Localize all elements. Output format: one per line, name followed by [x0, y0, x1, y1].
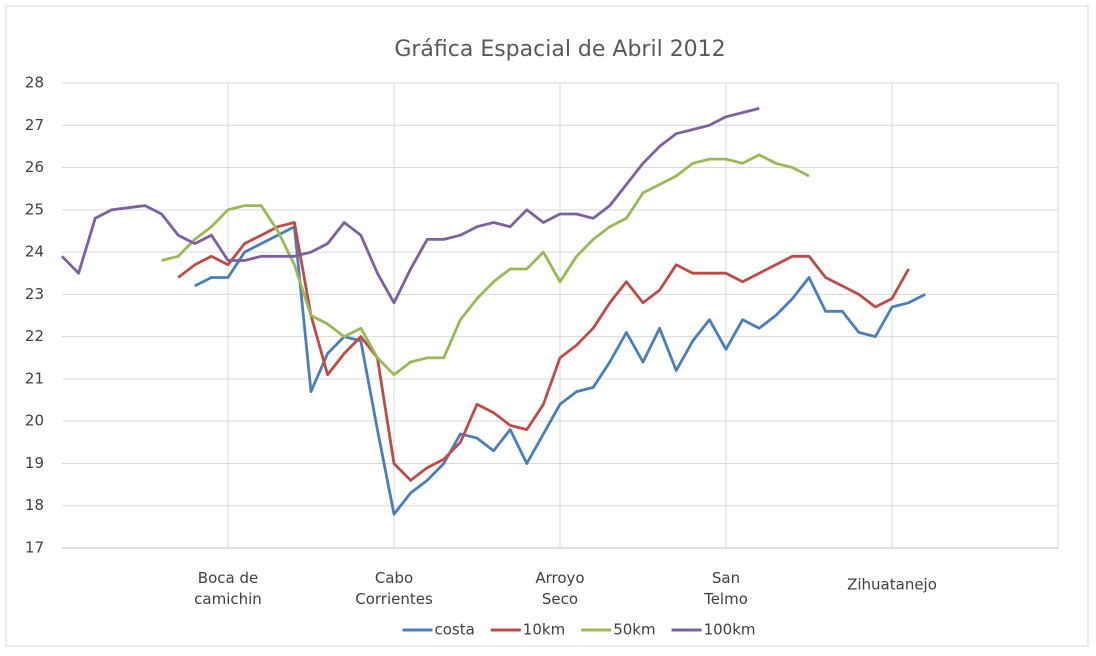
y-tick-label: 20 — [25, 412, 44, 430]
y-tick-label: 27 — [25, 116, 44, 134]
legend-label: 10km — [523, 621, 565, 639]
y-tick-label: 21 — [25, 369, 44, 387]
y-tick-label: 28 — [25, 74, 44, 92]
x-tick-label: San Telmo — [703, 569, 748, 608]
line-series — [61, 107, 760, 305]
legend-label: 100km — [704, 621, 756, 639]
x-tick-label: Cabo Corrientes — [355, 569, 433, 608]
legend-label: costa — [434, 621, 474, 639]
y-tick-label: 19 — [25, 454, 44, 472]
y-tick-label: 18 — [25, 496, 44, 514]
y-tick-label: 22 — [25, 327, 44, 345]
x-tick-label: Zihuatanejo — [847, 576, 937, 594]
x-tick-label: Arroyo Seco — [535, 569, 584, 608]
legend-label: 50km — [613, 621, 655, 639]
chart-title: Gráfica Espacial de Abril 2012 — [394, 37, 725, 62]
line-series — [194, 225, 926, 516]
y-tick-label: 24 — [25, 243, 44, 261]
y-tick-label: 17 — [25, 539, 44, 557]
y-tick-label: 25 — [25, 200, 44, 218]
line-series — [161, 153, 810, 377]
chart-frame — [5, 5, 1089, 647]
x-tick-label: Boca de camichin — [194, 569, 262, 608]
y-tick-label: 26 — [25, 158, 44, 176]
y-tick-label: 23 — [25, 285, 44, 303]
